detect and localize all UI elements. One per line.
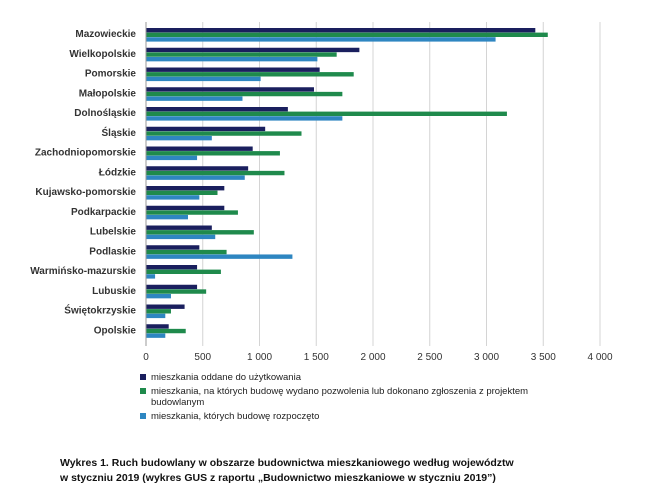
legend-item-started: mieszkania, których budowę rozpoczęto [140,411,620,422]
bar [146,205,225,211]
bar [146,72,354,77]
bar [146,309,171,314]
legend-label-permits: mieszkania, na których budowę wydano poz… [151,386,529,408]
caption-line-2: w styczniu 2019 (wykres GUS z raportu „B… [60,472,496,484]
bar [146,265,198,270]
x-tick-label: 0 [143,352,149,363]
category-label: Łódzkie [99,167,137,178]
x-tick-label: 4 000 [587,352,612,363]
category-labels: Mazowieckie Wielkopolskie Pomorskie Małopol… [30,29,136,336]
bar [146,111,507,116]
bar [146,96,243,101]
x-tick-label: 3 000 [474,352,499,363]
category-label: Lubuskie [92,286,136,297]
category-label: Podlaskie [89,246,136,257]
legend-item-completed: mieszkania oddane do użytkowania [140,372,620,383]
category-label: Śląskie [102,126,137,139]
bar [146,126,266,132]
category-label: Warmińsko-mazurskie [30,266,136,277]
x-tick-label: 500 [194,352,211,363]
category-label: Wielkopolskie [69,49,136,60]
bar [146,333,166,338]
bar [146,166,249,171]
x-tick-label: 2 500 [417,352,442,363]
legend-swatch-completed [140,374,146,380]
legend-swatch-started [140,413,146,419]
category-label: Świętokrzyskie [64,304,136,317]
category-label: Mazowieckie [75,29,136,40]
category-label: Podkarpackie [71,207,136,218]
bar [146,151,280,156]
bar [146,76,261,82]
bar [146,214,188,220]
x-tick-label: 1 000 [247,352,272,363]
bar [146,324,169,329]
bar [146,28,536,33]
bar [146,170,285,176]
bar [146,195,200,200]
bar [146,289,207,294]
x-tick-label: 3 500 [531,352,556,363]
legend-label-started: mieszkania, których budowę rozpoczęto [151,411,320,422]
category-label: Dolnośląskie [74,108,136,119]
legend-item-permits: mieszkania, na których budowę wydano poz… [140,386,620,408]
bar [146,56,318,62]
category-label: Pomorskie [85,69,137,80]
x-tick-label: 1 500 [304,352,329,363]
bar [146,274,156,279]
bar [146,328,186,334]
category-label: Małopolskie [79,88,137,99]
bar [146,190,218,195]
legend: mieszkania oddane do użytkowania mieszka… [140,372,620,425]
category-label: Opolskie [94,325,137,336]
bar [146,131,302,136]
bar [146,135,212,141]
bar [146,175,245,180]
bar [146,313,166,319]
x-tick-label: 2 000 [360,352,385,363]
legend-label-completed: mieszkania oddane do użytkowania [151,372,301,383]
bar [146,234,216,240]
bar [146,210,238,215]
bar [146,32,548,37]
bar [146,146,253,151]
figure-caption: Wykres 1. Ruch budowlany w obszarze budo… [60,456,620,486]
bar [146,87,314,92]
legend-swatch-permits [140,388,146,394]
caption-line-1: Wykres 1. Ruch budowlany w obszarze budo… [60,457,514,469]
bar [146,269,221,274]
bar [146,37,496,42]
bar [146,47,360,53]
bar [146,230,254,235]
bar [146,116,343,121]
x-tick-labels: 0 500 1 000 1 500 2 000 2 500 3 000 3 500 4 000 [143,352,613,363]
category-label: Kujawsko-pomorskie [35,187,136,198]
bar [146,52,337,57]
category-label: Lubelskie [90,227,137,238]
bar [146,245,200,250]
bar [146,249,227,255]
bar-chart: Mazowieckie Wielkopolskie Pomorskie Małopol… [30,22,613,363]
bar [146,67,320,72]
bar [146,225,212,230]
category-label: Zachodniopomorskie [35,148,137,159]
bar [146,186,225,191]
bars [146,28,548,338]
bar [146,304,185,309]
bar [146,155,198,161]
bar [146,284,198,290]
bar [146,293,171,299]
bar [146,91,343,97]
bar [146,107,288,112]
bar [146,254,293,259]
